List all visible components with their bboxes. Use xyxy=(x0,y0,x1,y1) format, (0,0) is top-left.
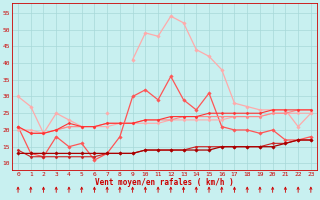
X-axis label: Vent moyen/en rafales ( km/h ): Vent moyen/en rafales ( km/h ) xyxy=(95,178,234,187)
